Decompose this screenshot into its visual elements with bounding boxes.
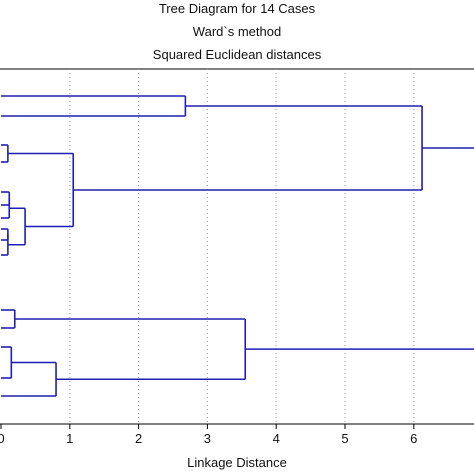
x-tick-label-4: 4: [273, 431, 280, 446]
x-axis-label: Linkage Distance: [187, 455, 287, 470]
x-tick-label-0: 0: [0, 431, 5, 446]
grid: [69, 69, 415, 424]
x-tick-label-3: 3: [204, 431, 211, 446]
x-tick-label-2: 2: [135, 431, 142, 446]
plot-frame: [0, 68, 474, 425]
x-tick-label-1: 1: [66, 431, 73, 446]
chart-subtitle-distance: Squared Euclidean distances: [152, 47, 322, 62]
x-tick-label-6: 6: [410, 431, 417, 446]
x-tick-label-5: 5: [341, 431, 348, 446]
x-ticks: 0 1 2 3 4 5 6: [0, 424, 417, 446]
chart-title: Tree Diagram for 14 Cases: [158, 1, 316, 16]
dendrogram-links: [1, 95, 474, 397]
chart-subtitle-method: Ward`s method: [192, 24, 282, 39]
